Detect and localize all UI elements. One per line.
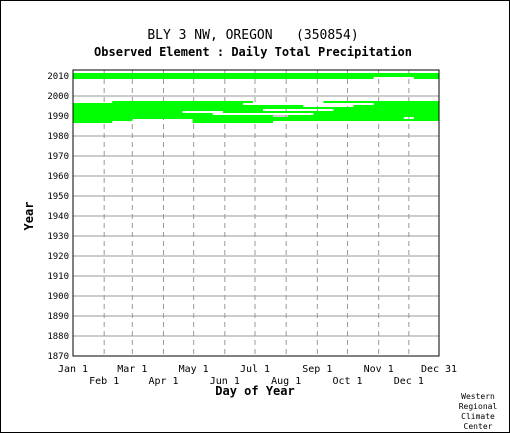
- x-tick-label: Mar 1: [117, 364, 147, 375]
- data-bar: [353, 105, 439, 107]
- data-bar: [73, 77, 374, 79]
- x-tick-label: Aug 1: [271, 376, 301, 387]
- data-bar: [73, 105, 304, 107]
- x-tick-label: Sep 1: [302, 364, 332, 375]
- x-tick-label: Jul 1: [240, 364, 270, 375]
- y-tick-label: 1910: [47, 272, 69, 282]
- credit-line: Western: [461, 392, 495, 401]
- x-tick-label: May 1: [179, 364, 209, 375]
- x-tick-labels: Jan 1 Mar 1 May 1 Jul 1 Sep 1 Nov 1 Dec 31 Feb …: [58, 364, 457, 387]
- chart-title: BLY 3 NW, OREGON (350854): [147, 28, 358, 43]
- y-tick-label: 1890: [47, 312, 69, 322]
- data-bar: [413, 77, 439, 79]
- y-tick-label: 1900: [47, 292, 69, 302]
- x-axis-label: Day of Year: [215, 384, 294, 398]
- y-tick-label: 1970: [47, 152, 69, 162]
- credit-line: Regional: [459, 402, 498, 411]
- data-bar: [73, 75, 439, 77]
- y-tick-label: 1960: [47, 172, 69, 182]
- x-tick-label: Feb 1: [89, 376, 119, 387]
- data-bar: [413, 117, 439, 119]
- y-axis-label: Year: [22, 202, 36, 231]
- x-tick-label: Oct 1: [332, 376, 362, 387]
- credit-line: Center: [464, 422, 493, 431]
- y-tick-label: 2000: [47, 92, 69, 102]
- data-bar: [73, 121, 113, 123]
- data-bar: [112, 101, 253, 103]
- data-bar: [73, 109, 264, 111]
- chart-subtitle: Observed Element : Daily Total Precipita…: [94, 45, 412, 59]
- data-bar: [73, 117, 404, 119]
- x-tick-label: Apr 1: [148, 376, 178, 387]
- data-bar: [73, 119, 133, 121]
- y-tick-label: 1950: [47, 192, 69, 202]
- y-tick-label: 2010: [47, 72, 69, 82]
- x-tick-label: Nov 1: [364, 364, 394, 375]
- y-tick-label: 1980: [47, 132, 69, 142]
- data-bar: [73, 103, 243, 105]
- data-bar: [333, 109, 439, 111]
- data-bar: [222, 111, 439, 113]
- x-tick-label: Dec 1: [394, 376, 424, 387]
- y-tick-label: 1930: [47, 232, 69, 242]
- y-tick-label: 1920: [47, 252, 69, 262]
- credit-line: Climate: [461, 412, 495, 421]
- plot-border: [72, 69, 440, 357]
- data-bar: [323, 101, 439, 103]
- data-bar: [313, 113, 439, 115]
- y-tick-label: 1870: [47, 352, 69, 362]
- x-tick-label: Jan 1: [58, 364, 88, 375]
- data-bar: [192, 121, 274, 123]
- x-tick-label: Jun 1: [210, 376, 240, 387]
- y-tick-label: 1940: [47, 212, 69, 222]
- data-bar: [288, 115, 439, 117]
- data-bar: [73, 115, 274, 117]
- data-bar: [73, 73, 439, 75]
- data-bar: [73, 113, 213, 115]
- y-tick-label: 1990: [47, 112, 69, 122]
- data-layer: [73, 73, 439, 123]
- data-bar: [373, 103, 439, 105]
- y-tick-labels: 1870 1880 1890 1900 1910 1920 1930 1940 1950 1960…: [47, 72, 69, 362]
- data-bar: [73, 111, 183, 113]
- x-tick-label: Dec 31: [421, 364, 457, 375]
- data-bar: [192, 119, 439, 121]
- credit: Western Regional Climate Center: [459, 392, 498, 431]
- data-bar: [73, 107, 439, 109]
- y-tick-label: 1880: [47, 332, 69, 342]
